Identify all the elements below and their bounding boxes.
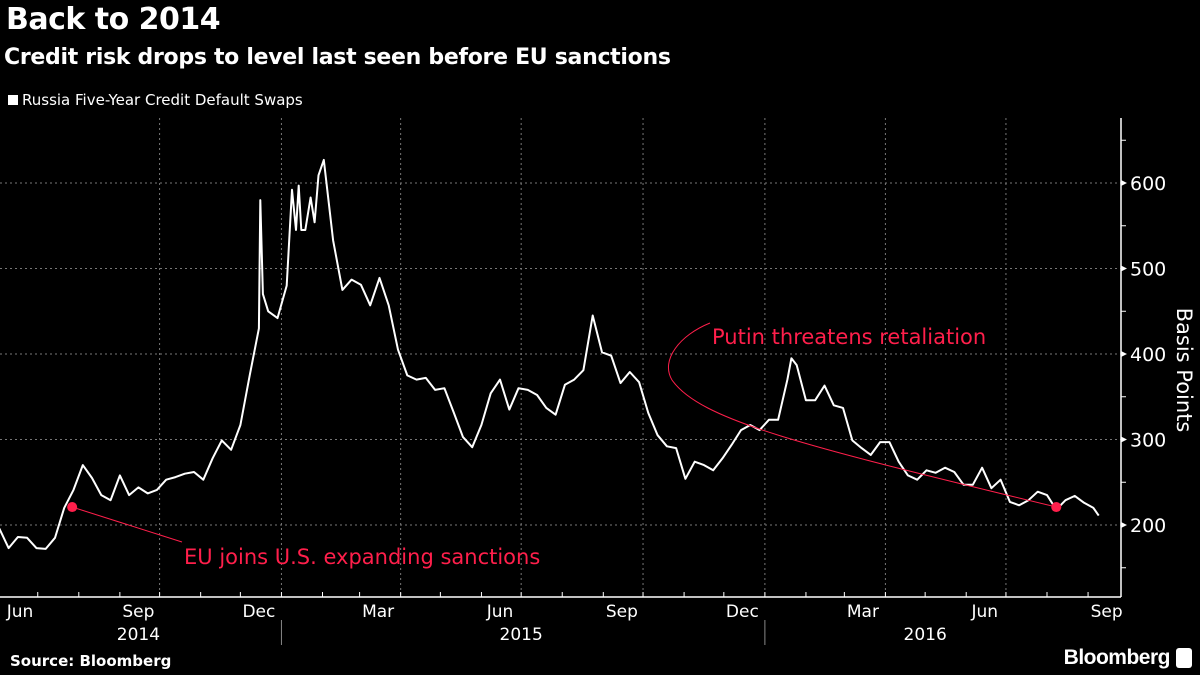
x-tick-label: Jun: [486, 602, 514, 622]
y-tick: [1121, 436, 1127, 443]
x-tick-label: Sep: [122, 602, 154, 622]
annotation-marker: [1051, 502, 1062, 513]
year-label: 2014: [117, 625, 160, 645]
legend-label: Russia Five-Year Credit Default Swaps: [22, 91, 303, 109]
bloomberg-logo: Bloomberg: [1064, 646, 1192, 670]
legend: Russia Five-Year Credit Default Swaps: [8, 91, 303, 109]
annotation-leader-line: [667, 322, 1057, 508]
x-tick-label: Mar: [847, 602, 879, 622]
y-tick-label: 300: [1130, 430, 1166, 452]
y-tick: [1121, 522, 1127, 528]
chart-title: Back to 2014: [6, 2, 221, 37]
year-label: 2016: [904, 625, 947, 645]
x-tick-label: Dec: [726, 602, 759, 622]
source-note: Source: Bloomberg: [10, 652, 172, 670]
x-tick-label: Sep: [1091, 602, 1123, 622]
y-axis-label: Basis Points: [1172, 308, 1196, 433]
y-tick: [1121, 351, 1127, 357]
y-tick-label: 500: [1130, 259, 1166, 281]
chart-subtitle: Credit risk drops to level last seen bef…: [4, 45, 671, 70]
annotation-marker: [67, 502, 78, 513]
y-tick-label: 600: [1130, 173, 1166, 195]
y-tick: [1121, 180, 1127, 186]
annotation-leader-line: [72, 506, 183, 543]
x-tick-label: Jun: [6, 602, 34, 622]
year-label: 2015: [500, 625, 543, 645]
y-tick-label: 200: [1130, 515, 1166, 537]
x-tick-label: Sep: [606, 602, 638, 622]
legend-swatch: [8, 95, 18, 105]
annotation-label: EU joins U.S. expanding sanctions: [184, 545, 540, 569]
bloomberg-mark-icon: [1176, 648, 1192, 668]
series-line: [0, 158, 1100, 550]
annotation-label: Putin threatens retaliation: [712, 325, 986, 349]
x-tick-label: Jun: [970, 602, 998, 622]
brand-name: Bloomberg: [1063, 646, 1171, 669]
y-tick-label: 400: [1130, 344, 1166, 366]
y-tick: [1121, 265, 1127, 272]
x-tick-label: Mar: [362, 602, 394, 622]
x-tick-label: Dec: [242, 602, 275, 622]
